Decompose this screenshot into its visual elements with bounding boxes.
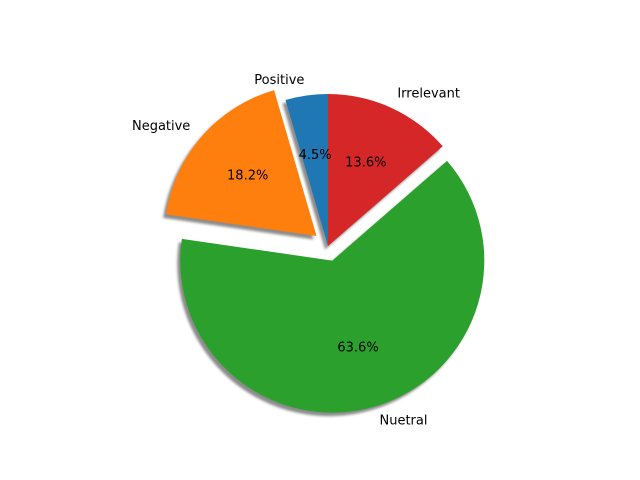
pie-slice-positive (285, 94, 328, 246)
slice-percent-irrelevant: 13.6% (345, 156, 386, 171)
slice-percent-negative: 18.2% (227, 169, 268, 184)
slice-label-negative: Negative (132, 119, 190, 134)
pie-slice-layer (166, 90, 485, 413)
pie-label-layer: Positive 4.5% Negative 18.2% Nuetral 63.6% Irr… (132, 73, 460, 429)
pie-slice-negative (166, 90, 317, 237)
slice-label-irrelevant: Irrelevant (397, 86, 460, 101)
pie-slice-irrelevant (328, 94, 443, 246)
slice-percent-positive: 4.5% (299, 148, 332, 163)
slice-percent-nuetral: 63.6% (337, 341, 378, 356)
slice-label-positive: Positive (254, 73, 304, 88)
slice-label-nuetral: Nuetral (379, 413, 427, 428)
pie-slice-nuetral (180, 160, 485, 413)
